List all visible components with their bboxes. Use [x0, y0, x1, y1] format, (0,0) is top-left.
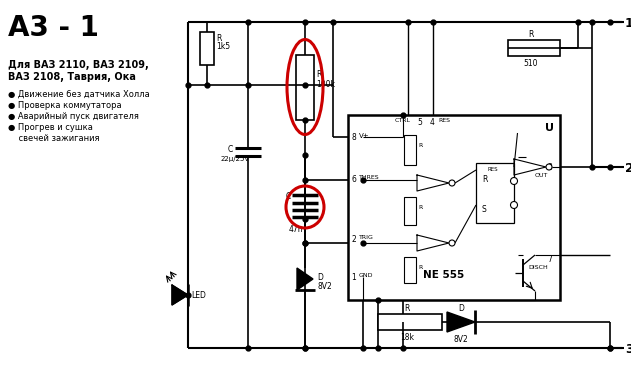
Text: R: R	[528, 30, 534, 39]
Bar	[348, 115, 560, 300]
Text: R: R	[418, 205, 422, 210]
Text: S: S	[482, 205, 487, 214]
Text: C: C	[228, 145, 233, 154]
Bar	[296, 55, 314, 120]
Text: DISCH: DISCH	[528, 265, 548, 270]
Text: Для ВАЗ 2110, ВАЗ 2109,: Для ВАЗ 2110, ВАЗ 2109,	[8, 60, 149, 70]
Text: D: D	[458, 304, 464, 313]
Bar	[476, 163, 514, 223]
Text: CTRL: CTRL	[395, 118, 411, 123]
Text: 1: 1	[625, 17, 631, 30]
Bar	[404, 257, 416, 283]
Text: ● Прогрев и сушка: ● Прогрев и сушка	[8, 123, 93, 132]
Text: OUT: OUT	[534, 173, 548, 178]
Text: А3 - 1: А3 - 1	[8, 14, 99, 42]
Text: NE 555: NE 555	[423, 270, 464, 280]
Text: R: R	[216, 34, 221, 43]
Text: ● Проверка коммутатора: ● Проверка коммутатора	[8, 101, 122, 110]
Bar	[508, 40, 560, 56]
Text: 510: 510	[524, 59, 538, 68]
Text: 3: 3	[625, 343, 631, 356]
Text: ● Аварийный пуск двигателя: ● Аварийный пуск двигателя	[8, 112, 139, 121]
Text: C: C	[286, 192, 292, 201]
Text: 18k: 18k	[400, 333, 414, 342]
Circle shape	[510, 202, 517, 209]
Text: R: R	[316, 70, 321, 79]
Text: 3: 3	[547, 163, 552, 172]
Text: 6: 6	[351, 175, 356, 184]
Text: RES: RES	[438, 118, 450, 123]
Bar	[404, 135, 416, 165]
Text: 2: 2	[351, 235, 356, 244]
Text: 8V2: 8V2	[317, 282, 332, 291]
Text: R: R	[404, 304, 410, 313]
Text: THRES: THRES	[359, 175, 380, 180]
Circle shape	[546, 164, 552, 170]
Text: ● Движение без датчика Холла: ● Движение без датчика Холла	[8, 90, 150, 99]
Circle shape	[449, 180, 455, 186]
Text: LED: LED	[191, 291, 206, 300]
Polygon shape	[297, 268, 313, 290]
Text: RES: RES	[488, 167, 498, 172]
Text: 4: 4	[430, 118, 435, 127]
Text: 8: 8	[351, 133, 356, 142]
Text: 5: 5	[417, 118, 422, 127]
Text: 22μ/25V: 22μ/25V	[221, 156, 250, 162]
Polygon shape	[172, 285, 188, 305]
Circle shape	[449, 240, 455, 246]
Text: GND: GND	[359, 273, 374, 278]
Text: R: R	[418, 143, 422, 148]
Text: ВАЗ 2108, Таврия, Ока: ВАЗ 2108, Таврия, Ока	[8, 72, 136, 82]
Bar	[200, 32, 214, 65]
Text: 1k5: 1k5	[216, 42, 230, 51]
Text: R: R	[482, 175, 487, 184]
Text: 8V2: 8V2	[454, 335, 468, 344]
Text: TRIG: TRIG	[359, 235, 374, 240]
Text: V+: V+	[359, 133, 370, 139]
Text: R: R	[418, 265, 422, 270]
Text: 1: 1	[351, 273, 356, 282]
Circle shape	[510, 177, 517, 184]
Polygon shape	[447, 312, 475, 332]
Text: U: U	[546, 123, 555, 133]
Bar	[404, 197, 416, 225]
Text: 47n: 47n	[289, 225, 304, 234]
Text: свечей зажигания: свечей зажигания	[8, 134, 100, 143]
Bar	[378, 314, 442, 330]
Text: 2: 2	[625, 162, 631, 175]
Text: 100k: 100k	[316, 80, 335, 89]
Text: 7: 7	[547, 255, 552, 264]
Text: D: D	[317, 273, 323, 282]
